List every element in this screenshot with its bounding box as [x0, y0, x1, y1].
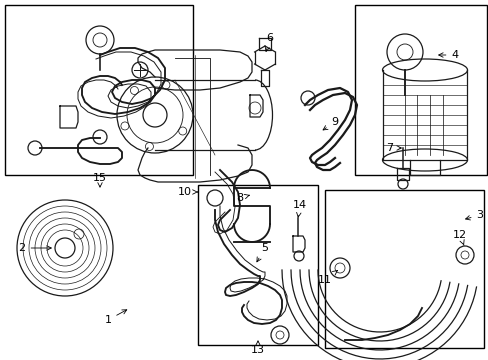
Text: 5: 5: [256, 243, 268, 262]
Text: 6: 6: [264, 33, 273, 51]
Text: 10: 10: [178, 187, 197, 197]
Text: 4: 4: [438, 50, 458, 60]
Text: 11: 11: [317, 270, 337, 285]
Text: 15: 15: [93, 173, 107, 187]
Bar: [354, 5, 486, 175]
Text: 2: 2: [19, 243, 51, 253]
Text: 8: 8: [236, 193, 249, 203]
Bar: [5, 5, 193, 175]
Bar: [325, 190, 483, 348]
Text: 9: 9: [323, 117, 338, 130]
Text: 3: 3: [465, 210, 483, 220]
Text: 14: 14: [292, 200, 306, 217]
Text: 7: 7: [386, 143, 401, 153]
Text: 1: 1: [104, 310, 126, 325]
Text: 12: 12: [452, 230, 466, 246]
Text: 13: 13: [250, 341, 264, 355]
Bar: [198, 185, 317, 345]
